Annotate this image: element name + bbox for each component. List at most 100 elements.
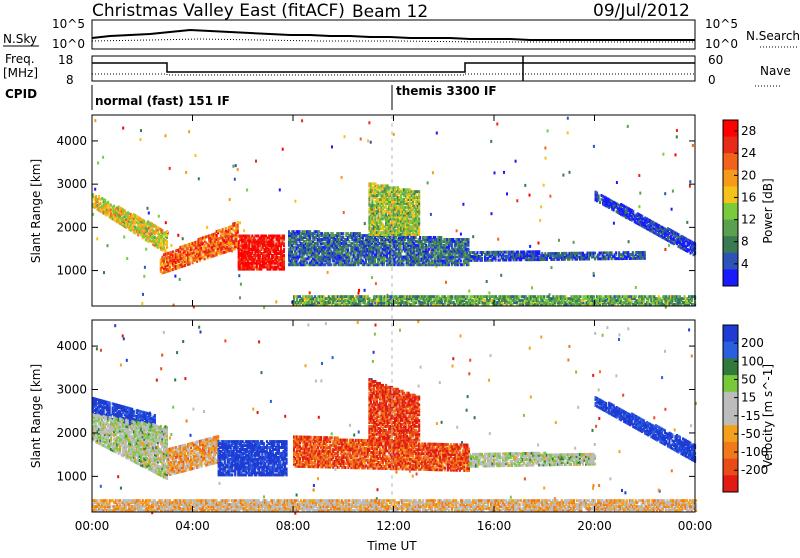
heatmap-cell bbox=[419, 236, 421, 239]
scatter-speck bbox=[165, 134, 167, 137]
scatter-speck bbox=[551, 266, 553, 269]
heatmap-cell bbox=[440, 236, 442, 239]
scatter-speck bbox=[174, 275, 176, 278]
freq-label: Freq. bbox=[5, 52, 35, 66]
nsky-tick-low: 10^0 bbox=[52, 37, 85, 51]
scatter-speck bbox=[692, 144, 694, 147]
scatter-speck bbox=[170, 244, 172, 247]
heatmap-cell bbox=[166, 234, 168, 237]
heatmap-cell bbox=[481, 257, 483, 260]
scatter-speck bbox=[676, 129, 678, 132]
scatter-speck bbox=[494, 171, 496, 174]
scatter-speck bbox=[672, 190, 674, 193]
scatter-speck bbox=[468, 290, 470, 293]
scatter-speck bbox=[529, 194, 531, 197]
nsky-panel-frame bbox=[92, 20, 695, 49]
scatter-speck bbox=[123, 236, 125, 239]
heatmap-cell bbox=[460, 259, 462, 262]
heatmap-cell bbox=[272, 240, 274, 243]
scatter-speck bbox=[371, 276, 373, 279]
freq-trace bbox=[92, 63, 695, 72]
nsky-label: N.Sky bbox=[3, 32, 37, 46]
date-title: 09/Jul/2012 bbox=[593, 1, 690, 21]
scatter-speck bbox=[491, 212, 493, 215]
scatter-speck bbox=[540, 205, 542, 208]
cpid-label: CPID bbox=[5, 87, 37, 101]
scatter-speck bbox=[97, 162, 99, 165]
scatter-speck bbox=[195, 154, 197, 157]
power-heatmap-marks bbox=[92, 117, 696, 309]
heatmap-cell bbox=[467, 248, 469, 251]
scatter-speck bbox=[456, 229, 458, 232]
heatmap-cell bbox=[641, 215, 643, 218]
scatter-speck bbox=[144, 266, 146, 269]
scatter-speck bbox=[613, 222, 615, 225]
scatter-speck bbox=[638, 174, 640, 177]
scatter-speck bbox=[358, 289, 360, 292]
scatter-speck bbox=[122, 127, 124, 130]
heatmap-cell bbox=[237, 221, 239, 224]
scatter-speck bbox=[516, 199, 518, 202]
scatter-speck bbox=[393, 133, 395, 136]
nave-tick-low: 0 bbox=[708, 73, 716, 87]
scatter-speck bbox=[141, 302, 143, 305]
scatter-speck bbox=[358, 292, 360, 295]
scatter-speck bbox=[668, 244, 670, 247]
scatter-speck bbox=[506, 192, 508, 195]
scatter-speck bbox=[177, 234, 179, 237]
heatmap-cell bbox=[632, 210, 634, 213]
scatter-speck bbox=[538, 242, 540, 245]
scatter-speck bbox=[368, 121, 370, 124]
scatter-speck bbox=[460, 233, 462, 236]
scatter-speck bbox=[432, 171, 434, 174]
scatter-speck bbox=[558, 239, 560, 242]
heatmap-cell bbox=[124, 209, 126, 212]
heatmap-cell bbox=[632, 251, 634, 254]
scatter-speck bbox=[488, 291, 490, 294]
scatter-speck bbox=[635, 286, 637, 289]
scatter-speck bbox=[562, 174, 564, 177]
heatmap-cell bbox=[283, 254, 285, 257]
scatter-speck bbox=[524, 184, 526, 187]
heatmap-cell bbox=[451, 295, 453, 298]
scatter-speck bbox=[143, 275, 145, 278]
nsearch-tick-low: 10^0 bbox=[705, 37, 738, 51]
scatter-speck bbox=[500, 274, 502, 277]
heatmap-cell bbox=[418, 217, 420, 220]
heatmap-cell bbox=[467, 238, 469, 241]
scatter-speck bbox=[145, 248, 147, 251]
heatmap-cell bbox=[538, 250, 540, 253]
heatmap-cell bbox=[330, 263, 332, 266]
heatmap-cell bbox=[418, 227, 420, 230]
heatmap-cell bbox=[615, 251, 617, 254]
heatmap-cell bbox=[342, 232, 344, 235]
heatmap-cell bbox=[107, 201, 109, 204]
heatmap-cell bbox=[109, 204, 111, 207]
scatter-speck bbox=[370, 141, 372, 144]
scatter-speck bbox=[279, 188, 281, 191]
heatmap-cell bbox=[100, 202, 102, 205]
heatmap-cell bbox=[166, 240, 168, 243]
heatmap-cell bbox=[225, 227, 227, 230]
scatter-speck bbox=[543, 184, 545, 187]
scatter-speck bbox=[664, 248, 666, 251]
scatter-speck bbox=[375, 282, 377, 285]
nave-trace bbox=[92, 74, 695, 75]
scatter-speck bbox=[639, 192, 641, 195]
heatmap-cell bbox=[644, 251, 646, 254]
scatter-speck bbox=[676, 135, 678, 138]
scatter-speck bbox=[126, 257, 128, 260]
scatter-speck bbox=[545, 157, 547, 160]
scatter-speck bbox=[569, 171, 571, 174]
heatmap-cell bbox=[594, 252, 596, 255]
scatter-speck bbox=[158, 215, 160, 218]
nsky-tick-high: 10^5 bbox=[52, 17, 85, 31]
scatter-speck bbox=[686, 221, 688, 224]
heatmap-cell bbox=[611, 251, 613, 254]
scatter-speck bbox=[237, 168, 239, 171]
scatter-speck bbox=[301, 119, 303, 122]
scatter-speck bbox=[436, 132, 438, 135]
scatter-speck bbox=[341, 176, 343, 179]
